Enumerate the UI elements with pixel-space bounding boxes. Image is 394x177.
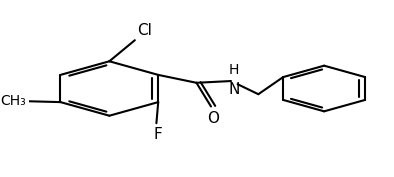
- Text: Cl: Cl: [137, 23, 152, 38]
- Text: F: F: [153, 127, 162, 142]
- Text: CH₃: CH₃: [0, 94, 26, 108]
- Text: H: H: [229, 63, 239, 77]
- Text: N: N: [228, 82, 240, 97]
- Text: O: O: [207, 111, 219, 126]
